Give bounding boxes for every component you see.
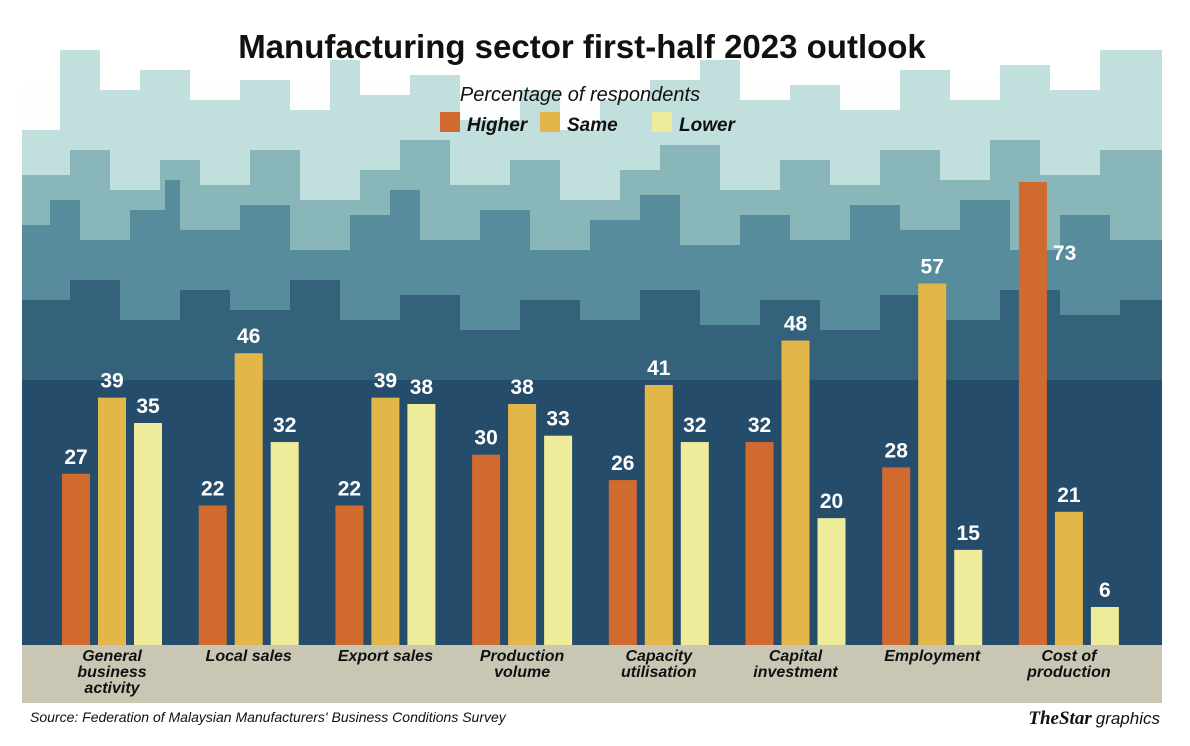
category-axis-band	[22, 645, 1162, 703]
bar-lower-5	[817, 518, 846, 645]
bar-same-3	[508, 403, 537, 645]
value-label-same-1: 46	[237, 325, 260, 348]
legend-label-higher: Higher	[467, 115, 529, 136]
category-label-0: General business activity	[77, 648, 146, 697]
value-label-lower-0: 35	[136, 395, 160, 418]
brand-graphics: graphics	[1096, 709, 1161, 728]
bar-same-5	[781, 340, 810, 645]
bar-higher-5	[745, 442, 774, 645]
value-label-lower-7: 6	[1099, 579, 1111, 602]
value-label-same-5: 48	[784, 313, 808, 336]
value-label-lower-3: 33	[546, 408, 569, 431]
bar-same-7	[1054, 511, 1083, 645]
value-label-lower-5: 20	[820, 490, 843, 513]
value-label-higher-2: 22	[338, 477, 361, 500]
bar-lower-7	[1090, 606, 1119, 645]
category-label-4: Capacity utilisation	[621, 648, 697, 681]
bar-lower-3	[544, 435, 573, 645]
bar-higher-1	[198, 505, 227, 645]
bar-same-6	[918, 283, 947, 645]
value-label-higher-6: 28	[885, 439, 909, 462]
brand-the: The	[1028, 708, 1059, 729]
value-label-higher-1: 22	[201, 477, 224, 500]
category-label-6: Employment	[884, 648, 981, 665]
legend-swatch-lower	[652, 112, 672, 132]
value-label-same-0: 39	[100, 370, 123, 393]
bar-lower-1	[270, 442, 299, 645]
value-label-higher-0: 27	[64, 446, 87, 469]
bar-same-4	[644, 384, 673, 645]
bar-same-1	[234, 353, 263, 645]
category-label-7: Cost of production	[1026, 648, 1111, 681]
legend-item-lower: Lower	[652, 112, 737, 136]
bar-higher-4	[608, 480, 637, 645]
bar-higher-0	[62, 473, 90, 645]
legend-label-lower: Lower	[679, 115, 737, 136]
value-label-same-7: 21	[1057, 484, 1081, 507]
category-label-3: Production volume	[480, 648, 565, 681]
bar-lower-6	[954, 549, 983, 645]
legend: Higher Same Lower	[440, 112, 737, 136]
bar-higher-2	[335, 505, 364, 645]
bar-same-2	[371, 397, 400, 645]
value-label-higher-7: 73	[1053, 242, 1076, 265]
value-label-higher-3: 30	[474, 427, 497, 450]
value-label-same-6: 57	[921, 255, 944, 278]
source-note: Source: Federation of Malaysian Manufact…	[30, 709, 507, 725]
legend-item-same: Same	[540, 112, 618, 136]
bar-lower-4	[680, 442, 709, 645]
category-label-1: Local sales	[206, 648, 292, 665]
legend-swatch-same	[540, 112, 560, 132]
bar-lower-0	[134, 423, 162, 645]
value-label-same-4: 41	[647, 357, 671, 380]
value-label-higher-5: 32	[748, 414, 771, 437]
category-label-2: Export sales	[338, 648, 433, 665]
value-label-lower-1: 32	[273, 414, 296, 437]
bar-higher-6	[882, 467, 911, 645]
legend-swatch-higher	[440, 112, 460, 132]
legend-item-higher: Higher	[440, 112, 529, 136]
value-label-lower-2: 38	[410, 376, 434, 399]
brand-star: Star	[1059, 708, 1092, 729]
value-label-lower-6: 15	[957, 522, 981, 545]
category-label-5: Capital investment	[753, 648, 838, 681]
value-label-lower-4: 32	[683, 414, 706, 437]
bar-lower-2	[407, 403, 436, 645]
chart-title: Manufacturing sector first-half 2023 out…	[238, 28, 926, 65]
legend-label-same: Same	[567, 115, 618, 136]
bars-group: 27 22 22 30 26 32 28 73 39 46 39 38 41 48 57 21 35 32 38 33…	[62, 182, 1119, 645]
chart-subtitle: Percentage of respondents	[460, 84, 700, 106]
value-label-same-3: 38	[510, 376, 534, 399]
city-skyline-decoration	[22, 50, 1162, 645]
bar-higher-7	[1018, 182, 1047, 645]
brand-logo: TheStar graphics	[1028, 708, 1160, 729]
value-label-same-2: 39	[374, 370, 397, 393]
bar-higher-3	[472, 454, 501, 645]
category-labels: General business activity Local sales Export…	[77, 648, 1111, 697]
value-label-higher-4: 26	[611, 452, 634, 475]
bar-same-0	[98, 397, 126, 645]
